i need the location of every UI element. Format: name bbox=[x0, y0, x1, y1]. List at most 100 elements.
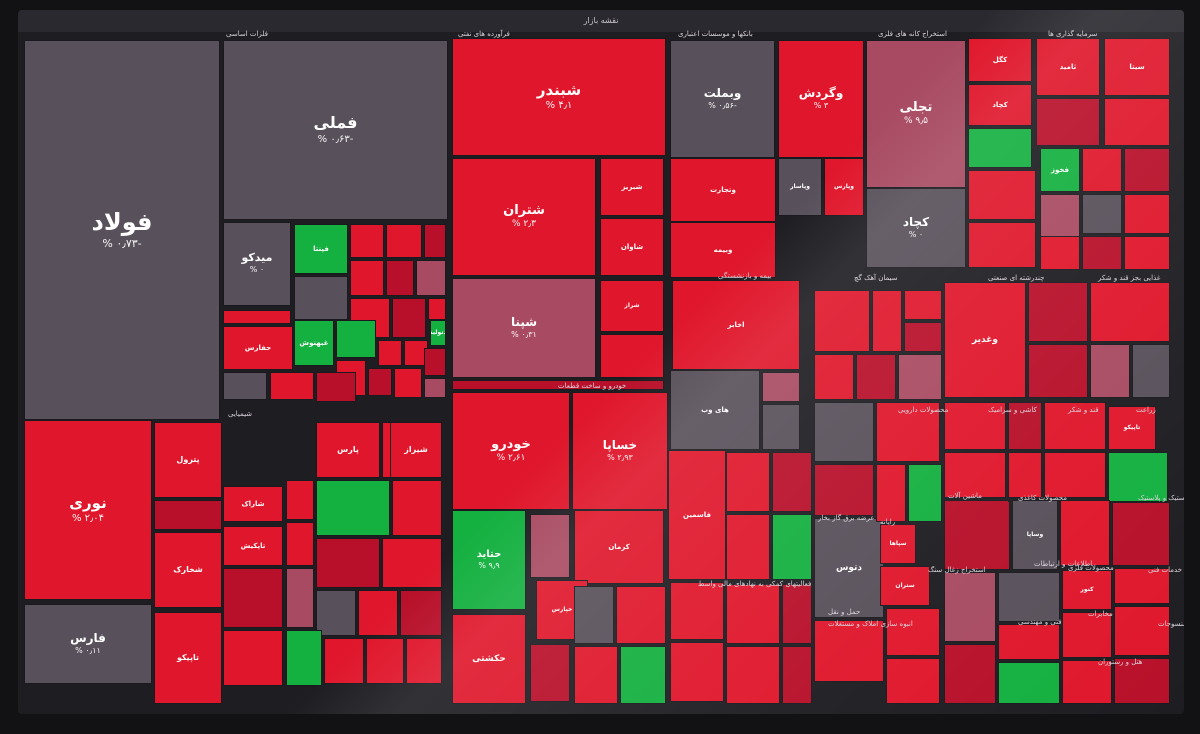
treemap-tile-small[interactable] bbox=[223, 630, 283, 686]
treemap-tile-small[interactable] bbox=[286, 522, 314, 566]
treemap-tile-small[interactable] bbox=[316, 538, 380, 588]
treemap-tile[interactable]: دتوس bbox=[814, 518, 884, 618]
treemap-tile[interactable]: خساپا% ۲٫۹۳ bbox=[572, 392, 668, 510]
treemap-tile-small[interactable] bbox=[530, 644, 570, 702]
treemap-tile[interactable]: ستران bbox=[880, 566, 930, 606]
treemap-tile[interactable]: میدکو% ۰ bbox=[223, 222, 291, 306]
treemap-tile-small[interactable] bbox=[944, 572, 996, 642]
treemap-tile-small[interactable] bbox=[316, 372, 356, 402]
treemap-tile[interactable]: شخارک bbox=[154, 532, 222, 608]
treemap-tile-small[interactable] bbox=[886, 658, 940, 704]
treemap-tile[interactable]: خودرو% ۲٫۶۱ bbox=[452, 392, 570, 510]
treemap-tile-small[interactable] bbox=[772, 452, 812, 512]
treemap-tile-small[interactable] bbox=[726, 452, 770, 512]
treemap-tile-small[interactable] bbox=[1124, 236, 1170, 270]
treemap-tile-small[interactable] bbox=[286, 568, 314, 628]
treemap-tile[interactable]: های وب bbox=[670, 370, 760, 450]
treemap-tile-small[interactable] bbox=[424, 378, 446, 398]
treemap-tile-small[interactable] bbox=[350, 260, 384, 296]
treemap-tile-small[interactable] bbox=[286, 630, 322, 686]
treemap-tile-small[interactable] bbox=[223, 310, 291, 324]
treemap-tile-small[interactable] bbox=[1082, 194, 1122, 234]
treemap-tile-small[interactable] bbox=[944, 500, 1010, 570]
treemap-tile-small[interactable] bbox=[782, 584, 812, 644]
treemap-tile-small[interactable] bbox=[762, 372, 800, 402]
treemap-tile-small[interactable] bbox=[898, 354, 942, 400]
treemap-tile-small[interactable] bbox=[1060, 500, 1110, 566]
treemap-tile[interactable]: کرمان bbox=[574, 510, 664, 584]
treemap-tile[interactable]: دتولید bbox=[430, 320, 446, 346]
treemap-tile-small[interactable] bbox=[400, 590, 442, 636]
treemap-tile-small[interactable] bbox=[286, 480, 314, 520]
treemap-tile[interactable]: وبملت% ۰٫۵۶- bbox=[670, 40, 775, 158]
treemap-tile-small[interactable] bbox=[782, 646, 812, 704]
treemap-tile[interactable]: شیراز bbox=[390, 422, 442, 478]
treemap-tile[interactable]: نوری% ۲٫۰۴ bbox=[24, 420, 152, 600]
treemap-tile[interactable]: شپنا% ۰٫۳۱ bbox=[452, 278, 596, 378]
treemap-tile[interactable]: شاوان bbox=[600, 218, 664, 276]
treemap-tile-small[interactable] bbox=[1124, 194, 1170, 234]
treemap-tile-small[interactable] bbox=[620, 646, 666, 704]
treemap-tile[interactable]: وبیمه bbox=[670, 222, 776, 278]
treemap-tile-small[interactable] bbox=[762, 404, 800, 450]
treemap-tile-small[interactable] bbox=[378, 340, 402, 366]
treemap-tile-small[interactable] bbox=[876, 402, 940, 462]
treemap-tile-small[interactable] bbox=[530, 514, 570, 578]
treemap-tile[interactable]: کگل bbox=[968, 38, 1032, 82]
treemap-tile-small[interactable] bbox=[452, 380, 664, 390]
treemap-tile-small[interactable] bbox=[904, 290, 942, 320]
treemap-tile-small[interactable] bbox=[814, 290, 870, 352]
treemap-tile[interactable]: اخابر bbox=[672, 280, 800, 370]
treemap-tile-small[interactable] bbox=[574, 646, 618, 704]
treemap-tile-small[interactable] bbox=[574, 586, 614, 644]
treemap-tile[interactable]: فملی% ۰٫۶۳- bbox=[223, 40, 448, 220]
treemap-tile-small[interactable] bbox=[670, 582, 724, 640]
treemap-tile-small[interactable] bbox=[324, 638, 364, 684]
treemap-tile-small[interactable] bbox=[600, 334, 664, 378]
treemap-tile-small[interactable] bbox=[726, 514, 770, 580]
treemap-tile[interactable]: تاپکیش bbox=[223, 526, 283, 566]
treemap-tile-small[interactable] bbox=[886, 608, 940, 656]
treemap-tile-small[interactable] bbox=[154, 500, 222, 530]
treemap-tile-small[interactable] bbox=[968, 170, 1036, 220]
treemap-tile-small[interactable] bbox=[670, 642, 724, 702]
treemap-tile[interactable]: پترول bbox=[154, 422, 222, 498]
treemap-tile[interactable]: حتاید% ۹٫۹ bbox=[452, 510, 526, 610]
treemap-tile[interactable]: وگردش% ۳ bbox=[778, 40, 864, 158]
treemap-tile[interactable]: شبریز bbox=[600, 158, 664, 216]
treemap-tile-small[interactable] bbox=[814, 402, 874, 462]
treemap-tile-small[interactable] bbox=[382, 538, 442, 588]
treemap-tile-small[interactable] bbox=[1108, 452, 1168, 502]
treemap-tile-small[interactable] bbox=[772, 514, 812, 580]
treemap-tile[interactable]: وپارس bbox=[824, 158, 864, 216]
treemap-tile-small[interactable] bbox=[1090, 344, 1130, 398]
treemap-tile-small[interactable] bbox=[1132, 344, 1170, 398]
treemap-tile-small[interactable] bbox=[394, 368, 422, 398]
treemap-tile-small[interactable] bbox=[1082, 148, 1122, 192]
treemap-tile[interactable]: کچاد% ۰ bbox=[866, 188, 966, 268]
treemap-tile[interactable]: فولاد% ۰٫۷۳- bbox=[24, 40, 220, 420]
treemap-tile[interactable]: غبهنوش bbox=[294, 320, 334, 366]
treemap-tile-small[interactable] bbox=[1044, 452, 1106, 498]
treemap-tile[interactable]: وپاسار bbox=[778, 158, 822, 216]
treemap-tile-small[interactable] bbox=[1040, 194, 1080, 238]
treemap-tile-small[interactable] bbox=[1114, 568, 1170, 604]
treemap-tile[interactable]: تاپیکو bbox=[154, 612, 222, 704]
treemap-tile-small[interactable] bbox=[908, 464, 942, 522]
treemap-tile[interactable]: پارس bbox=[316, 422, 380, 478]
treemap-tile-small[interactable] bbox=[416, 260, 446, 296]
treemap-tile-small[interactable] bbox=[336, 320, 376, 358]
treemap-tile-small[interactable] bbox=[223, 568, 283, 628]
treemap-tile-small[interactable] bbox=[424, 224, 446, 258]
treemap-tile-small[interactable] bbox=[1008, 452, 1042, 498]
treemap-tile-small[interactable] bbox=[814, 354, 854, 400]
treemap-tile-small[interactable] bbox=[316, 590, 356, 636]
treemap-tile-small[interactable] bbox=[1036, 98, 1100, 146]
treemap-tile-small[interactable] bbox=[998, 662, 1060, 704]
treemap-tile-small[interactable] bbox=[1028, 282, 1088, 342]
treemap-tile[interactable]: حفارس bbox=[223, 326, 293, 370]
treemap-tile-small[interactable] bbox=[1104, 98, 1170, 146]
treemap-tile[interactable]: حکشتی bbox=[452, 614, 526, 704]
treemap-tile-small[interactable] bbox=[944, 644, 996, 704]
treemap-tile-small[interactable] bbox=[726, 646, 780, 704]
